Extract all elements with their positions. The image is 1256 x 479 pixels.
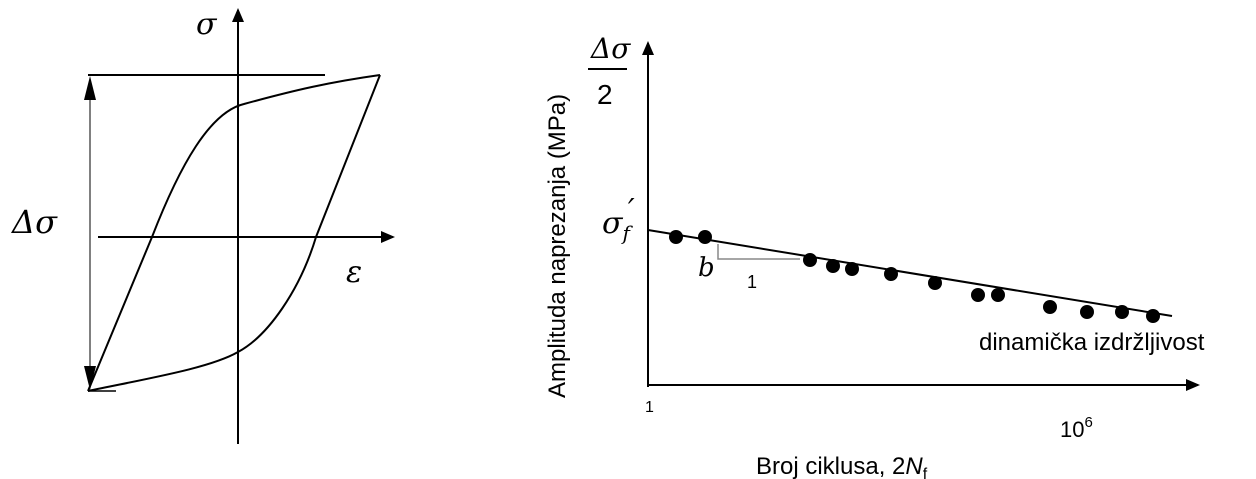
data-point — [803, 253, 817, 267]
x-end-label-base: 10 — [1060, 417, 1084, 442]
data-point — [884, 267, 898, 281]
hysteresis-curve-lower-branch — [87, 74, 381, 392]
x-axis-label-sub: f — [923, 466, 928, 479]
sigma-axis-label: σ — [196, 7, 218, 42]
x-end-label-exponent: 6 — [1084, 414, 1092, 431]
data-point — [991, 288, 1005, 302]
hysteresis-loop-diagram: σ ε Δσ — [10, 7, 395, 444]
slope-triangle — [717, 244, 800, 260]
data-point — [1146, 309, 1160, 323]
stress-life-diagram: Δσ 2 Amplituda naprezanja (MPa) σf′ b 1 … — [544, 32, 1205, 479]
slope-b-label: b — [698, 253, 715, 283]
data-point — [1115, 305, 1129, 319]
sigma-f-prime: ′ — [628, 193, 635, 228]
x-axis-label-prefix: Broj ciklusa, 2 — [756, 453, 905, 479]
x-axis-label-var: N — [905, 453, 923, 479]
data-point — [1080, 305, 1094, 319]
data-point — [971, 288, 985, 302]
epsilon-axis-label: ε — [346, 255, 362, 290]
delta-sigma-arrowhead-top — [84, 76, 96, 100]
delta-sigma-arrowhead-bottom — [84, 366, 96, 390]
hysteresis-curve-upper-branch — [87, 74, 381, 392]
data-point — [928, 276, 942, 290]
data-point — [845, 262, 859, 276]
data-point — [1043, 300, 1057, 314]
y-fraction-denominator: 2 — [597, 79, 613, 110]
slope-run-label: 1 — [747, 272, 757, 292]
sigma-f-symbol: σ — [602, 206, 624, 241]
endurance-limit-label: dinamička izdržljivost — [979, 329, 1205, 356]
y-fraction-numerator: Δσ — [590, 32, 631, 65]
data-points-group — [669, 230, 1160, 323]
x-origin-label: 1 — [645, 399, 654, 416]
basquin-fit-line — [647, 229, 1173, 317]
data-point — [698, 230, 712, 244]
x-end-label: 106 — [1060, 414, 1093, 442]
x-axis-label: Broj ciklusa, 2Nf — [756, 453, 928, 479]
data-point — [669, 230, 683, 244]
y-axis-label: Amplituda naprezanja (MPa) — [544, 94, 571, 398]
delta-sigma-label: Δσ — [10, 203, 58, 241]
data-point — [826, 259, 840, 273]
sigma-f-prime-label: σf′ — [602, 193, 635, 245]
